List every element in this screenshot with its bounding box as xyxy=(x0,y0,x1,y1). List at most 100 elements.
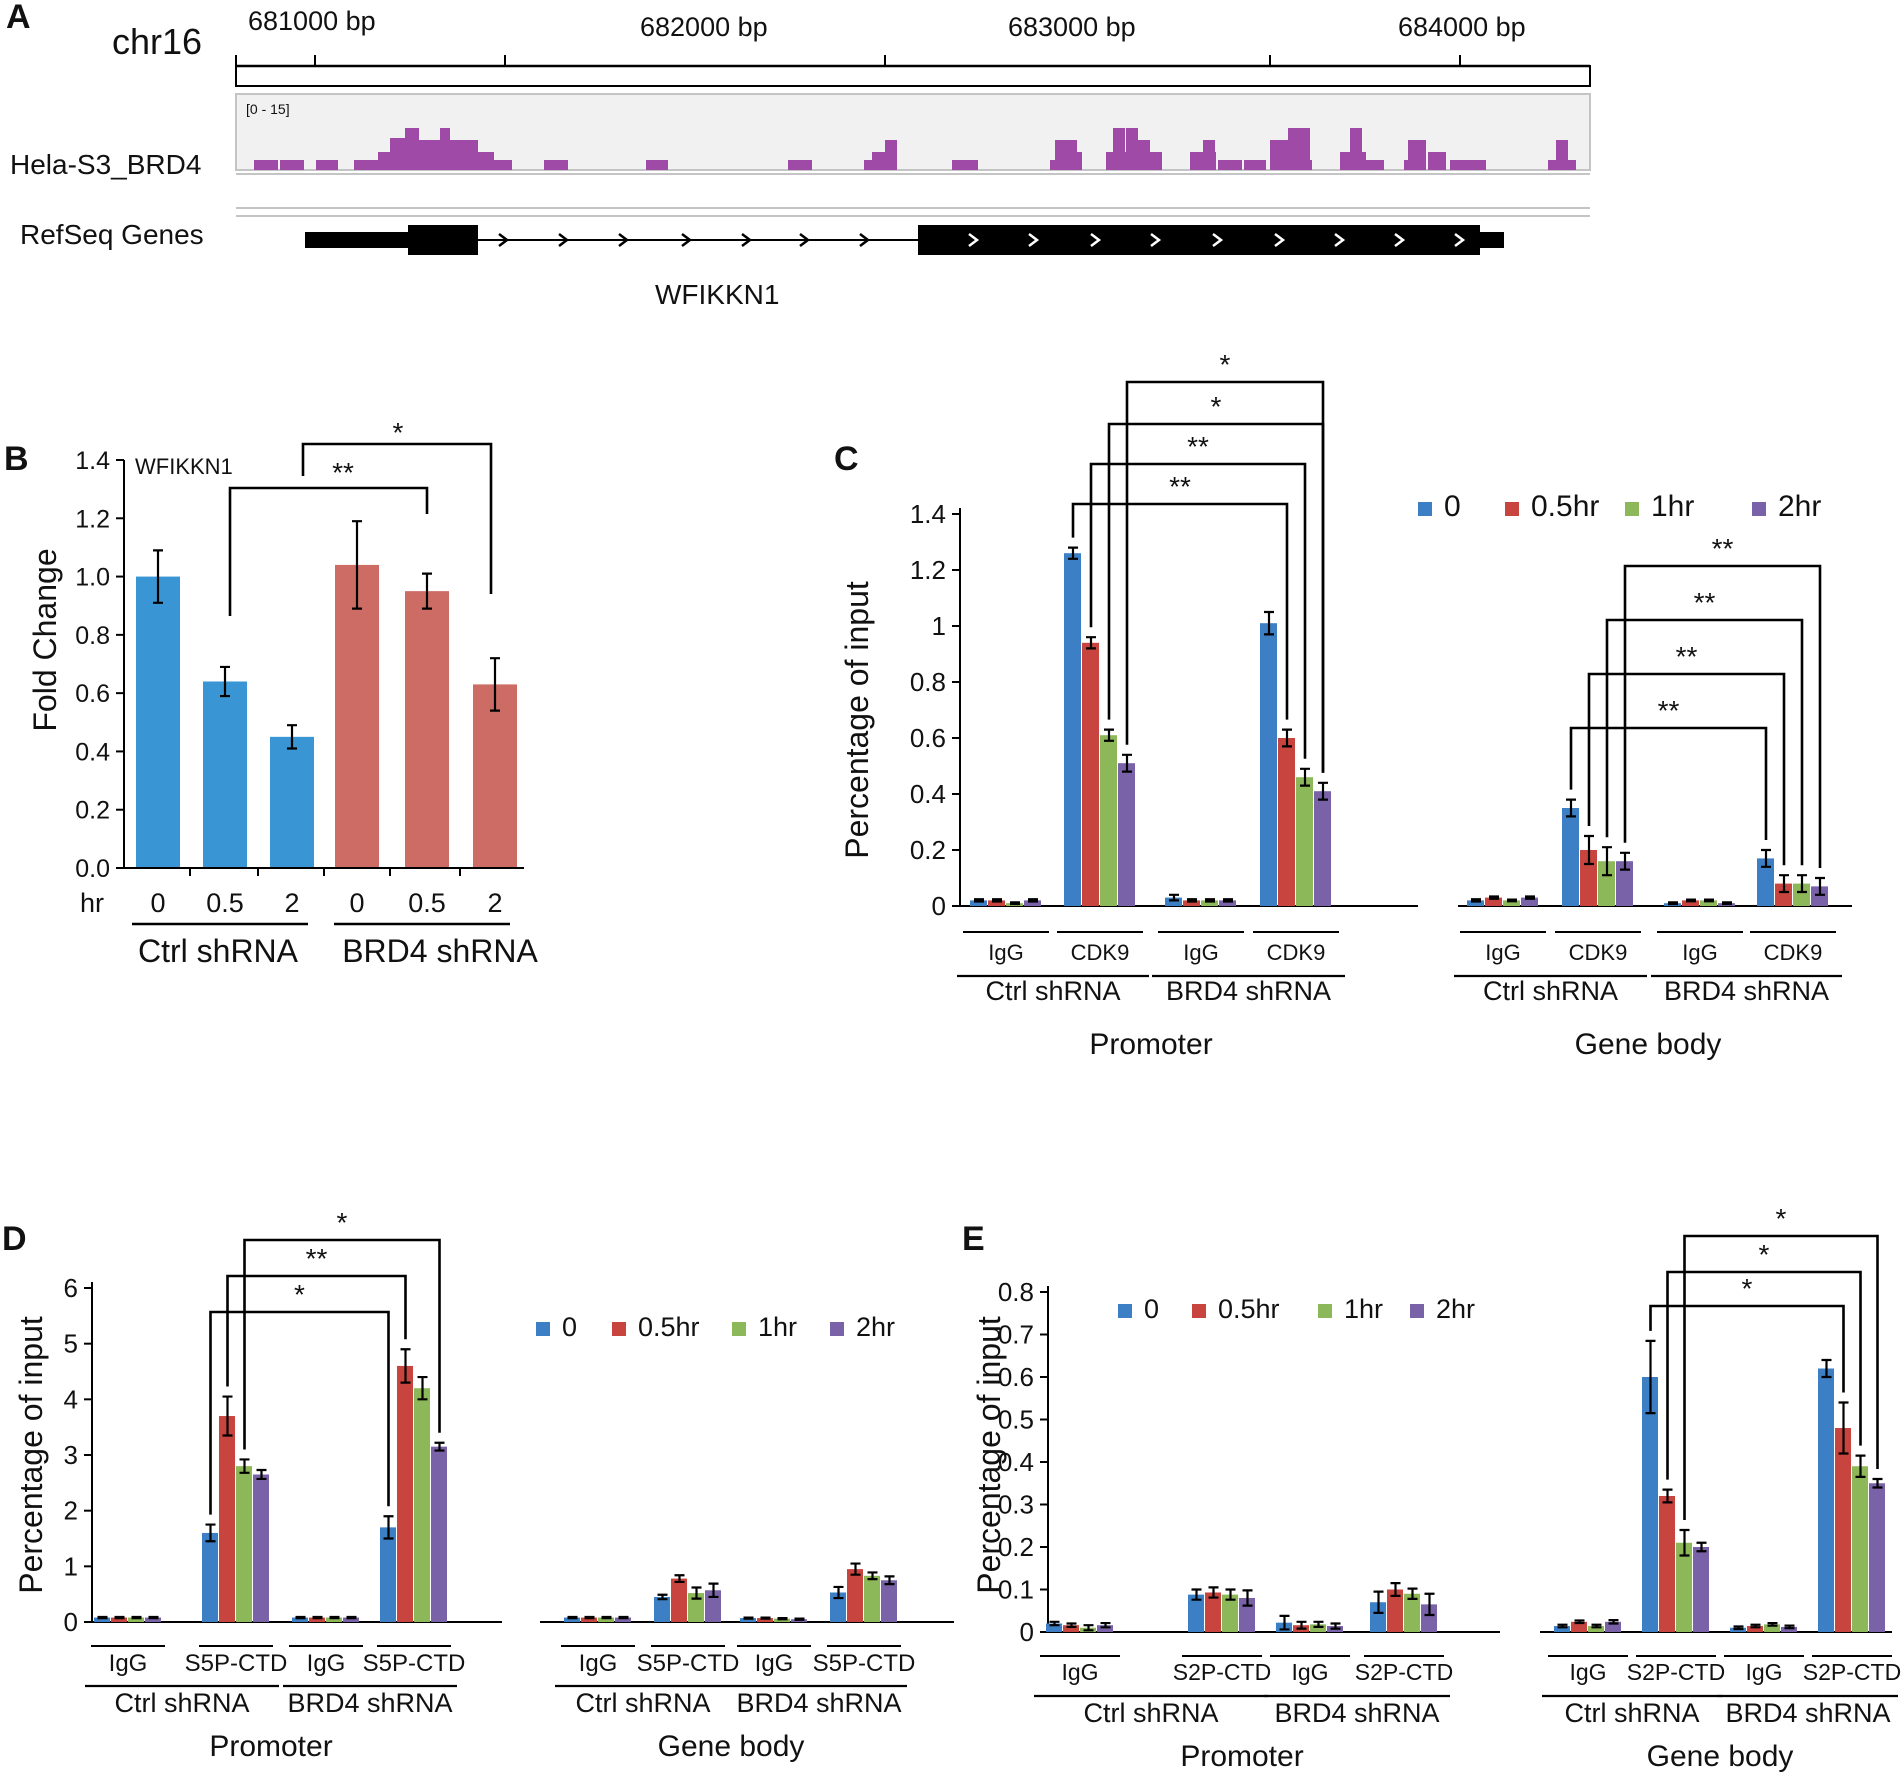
panel-e-error-bar xyxy=(1574,1619,1585,1625)
panel-d-bar-1hr xyxy=(326,1617,342,1622)
panel-e-bar-2hr xyxy=(1097,1625,1113,1632)
panel-d-bar-2hr xyxy=(705,1590,721,1622)
panel-c-error-bar xyxy=(1722,901,1732,906)
panel-b-ytick-label: 0.8 xyxy=(75,622,110,650)
panel-b-xtick-label: 2 xyxy=(487,888,502,918)
panel-c-error-bar xyxy=(1169,893,1179,902)
panel-e-bar-2hr xyxy=(1605,1621,1621,1632)
panel-e-error-bar xyxy=(1225,1588,1236,1601)
panel-e-ytick-label: 0.4 xyxy=(998,1447,1034,1477)
panel-e-error-bar xyxy=(1591,1623,1602,1629)
panel-e-bar-0 xyxy=(1554,1626,1570,1632)
panel-c-error-bar xyxy=(1264,610,1274,636)
panel-c-bracket xyxy=(1089,462,1307,759)
chrom-label: chr16 xyxy=(112,21,202,62)
track-range: [0 - 15] xyxy=(246,101,290,117)
panel-b-yticks: 0.0 0.2 0.4 0.6 0.8 1.0 1.2 1.4 xyxy=(75,447,124,883)
panel-c-error-bar xyxy=(1282,728,1292,748)
coverage-bar xyxy=(1072,152,1082,170)
panel-c-ytick-label: 0.8 xyxy=(910,667,946,697)
panel-c-bar-1hr xyxy=(1503,900,1520,906)
exon-2-block xyxy=(918,225,1480,255)
panel-e-bar-1hr xyxy=(1676,1542,1692,1632)
panel-b-xtick-label: 2 xyxy=(284,888,299,918)
panel-b-bracket-2 xyxy=(301,442,493,594)
panel-b-ylabel: Fold Change xyxy=(27,548,63,731)
panel-b-bars xyxy=(136,520,517,868)
exon-arrow xyxy=(1028,233,1040,247)
panel-d-error-bar xyxy=(97,1615,108,1620)
coverage-bar xyxy=(1450,160,1486,170)
panel-e-ytick-label: 0.3 xyxy=(998,1490,1034,1520)
panel-c-bracket xyxy=(1125,380,1325,773)
panel-b-group-label-2: BRD4 shRNA xyxy=(342,933,538,969)
panel-e-bar-2hr xyxy=(1869,1483,1885,1632)
panel-c-error-bar xyxy=(992,898,1002,903)
coverage-bar xyxy=(1288,128,1310,170)
panel-b-ytick-label: 0.4 xyxy=(75,738,110,766)
coverage-track xyxy=(254,128,1576,170)
panel-c-bar-2hr xyxy=(1024,900,1041,906)
panel-e-error-bar xyxy=(1208,1586,1219,1599)
panel-c-legend-swatch-0-5hr xyxy=(1505,502,1519,516)
panel-c-bar-0 xyxy=(1165,897,1182,906)
panel-c-error-bar xyxy=(1815,876,1825,896)
panel-d-error-bar xyxy=(329,1615,340,1620)
panel-e-error-bar xyxy=(1821,1358,1832,1379)
panel-c-letter: C xyxy=(834,440,859,478)
panel-d-bracket xyxy=(243,1238,441,1450)
panel-b-xtick-label: 0 xyxy=(349,888,364,918)
panel-d-error-bar xyxy=(794,1617,805,1621)
panel-b-title: WFIKKN1 xyxy=(135,454,233,479)
panel-c-bar-0 xyxy=(1467,900,1484,906)
panel-c-legend-swatch-0 xyxy=(1418,502,1432,516)
panel-e-bar-1hr xyxy=(1764,1624,1780,1632)
panel-d-error-bar xyxy=(850,1562,861,1576)
panel-b-bar xyxy=(136,576,180,868)
exon-arrow xyxy=(1394,233,1406,247)
panel-e-legend-label-0-5hr: 0.5hr xyxy=(1218,1294,1280,1324)
coverage-bar xyxy=(1126,128,1138,170)
panel-e-group-label-igg: IgG xyxy=(1569,1659,1606,1685)
coverage-bar xyxy=(1366,160,1384,170)
panel-e-error-bar xyxy=(1066,1622,1077,1628)
panel-c-bar-0 xyxy=(1562,808,1579,906)
panel-d-bar-1hr xyxy=(236,1466,252,1622)
coverage-bar xyxy=(646,160,668,170)
panel-e-bar-1hr xyxy=(1852,1466,1868,1632)
panel-d-ytick-label: 3 xyxy=(64,1440,78,1470)
panel-c-error-bar xyxy=(1122,753,1132,773)
panel-d-bar-0-5hr xyxy=(397,1365,413,1622)
panel-c-error-bar xyxy=(1471,898,1481,903)
panel-d-significance: * xyxy=(337,1207,348,1238)
panel-e-bar-1hr xyxy=(1404,1593,1420,1632)
ruler-box xyxy=(235,65,1591,87)
panel-e-bar-1hr xyxy=(1310,1624,1326,1632)
panel-d-bar-0-5hr xyxy=(111,1617,127,1622)
panel-d-bar-0 xyxy=(94,1617,110,1622)
intron-arrow xyxy=(859,233,871,247)
panel-d-group-label-igg: IgG xyxy=(307,1650,346,1677)
panel-e-legend-swatch-0-5hr xyxy=(1192,1304,1206,1318)
panel-c-error-bar xyxy=(1104,728,1114,742)
panel-e-bar-1hr xyxy=(1222,1594,1238,1632)
panel-e-letter: E xyxy=(962,1220,985,1258)
panel-d-error-bar xyxy=(884,1575,895,1586)
panel-c-bar-0-5hr xyxy=(1775,883,1792,906)
panel-d-bar-2hr xyxy=(881,1580,897,1622)
panel-e-group-label-igg: IgG xyxy=(1745,1659,1782,1685)
panel-b-xtick-label: 0 xyxy=(150,888,165,918)
panel-b-ytick-label: 1.2 xyxy=(75,505,110,533)
panel-b-ytick-label: 0.6 xyxy=(75,680,110,708)
coverage-bar xyxy=(1055,140,1077,170)
panel-d-error-bar xyxy=(239,1458,250,1474)
panel-d-group-label-igg: IgG xyxy=(755,1650,794,1677)
panel-c-error-bar xyxy=(1704,898,1714,903)
panel-b-bracket-1 xyxy=(228,486,429,616)
panel-d-legend-swatch-0 xyxy=(536,1322,550,1336)
panel-d-bar-1hr xyxy=(688,1593,704,1622)
panel-c-error-bar xyxy=(1205,898,1215,903)
panel-d-bar-2hr xyxy=(431,1446,447,1622)
ruler-ticks xyxy=(235,55,1591,86)
panel-b-hr-label: hr xyxy=(80,888,104,918)
